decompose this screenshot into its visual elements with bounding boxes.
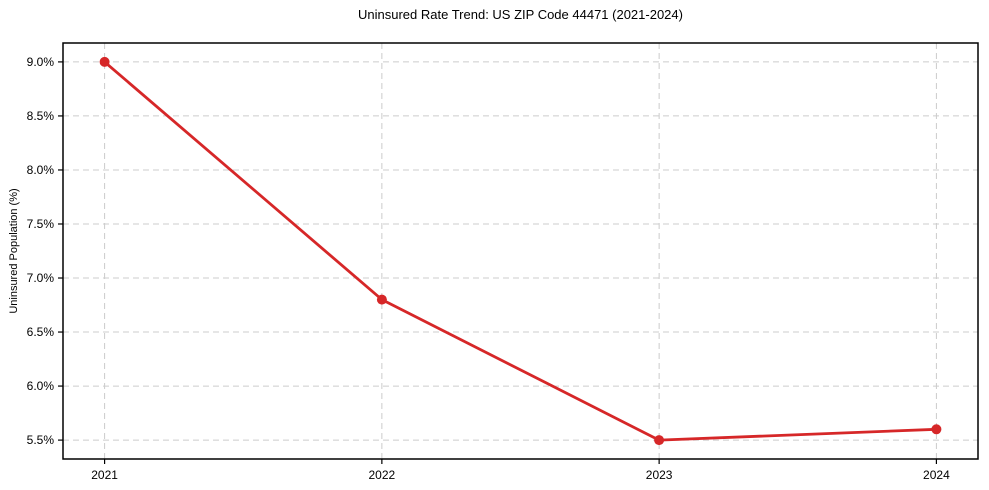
y-tick-label: 6.5%: [27, 325, 55, 339]
y-tick-label: 8.5%: [27, 109, 55, 123]
x-tick-label: 2022: [369, 468, 396, 482]
data-point-marker: [376, 294, 387, 305]
chart-title: Uninsured Rate Trend: US ZIP Code 44471 …: [358, 7, 683, 22]
trend-line: [103, 60, 938, 442]
data-point-marker: [654, 435, 665, 446]
x-tick-label: 2023: [646, 468, 673, 482]
x-tick-label: 2021: [91, 468, 118, 482]
x-tick-label: 2024: [923, 468, 950, 482]
y-tick-label: 7.0%: [27, 271, 55, 285]
plot-border: [62, 42, 979, 460]
y-tick-label: 5.5%: [27, 433, 55, 447]
y-tick-label: 9.0%: [27, 55, 55, 69]
y-tick-label: 7.5%: [27, 217, 55, 231]
y-tick-label: 6.0%: [27, 379, 55, 393]
data-point-marker: [931, 424, 942, 435]
y-tick-label: 8.0%: [27, 163, 55, 177]
data-point-marker: [99, 56, 110, 67]
